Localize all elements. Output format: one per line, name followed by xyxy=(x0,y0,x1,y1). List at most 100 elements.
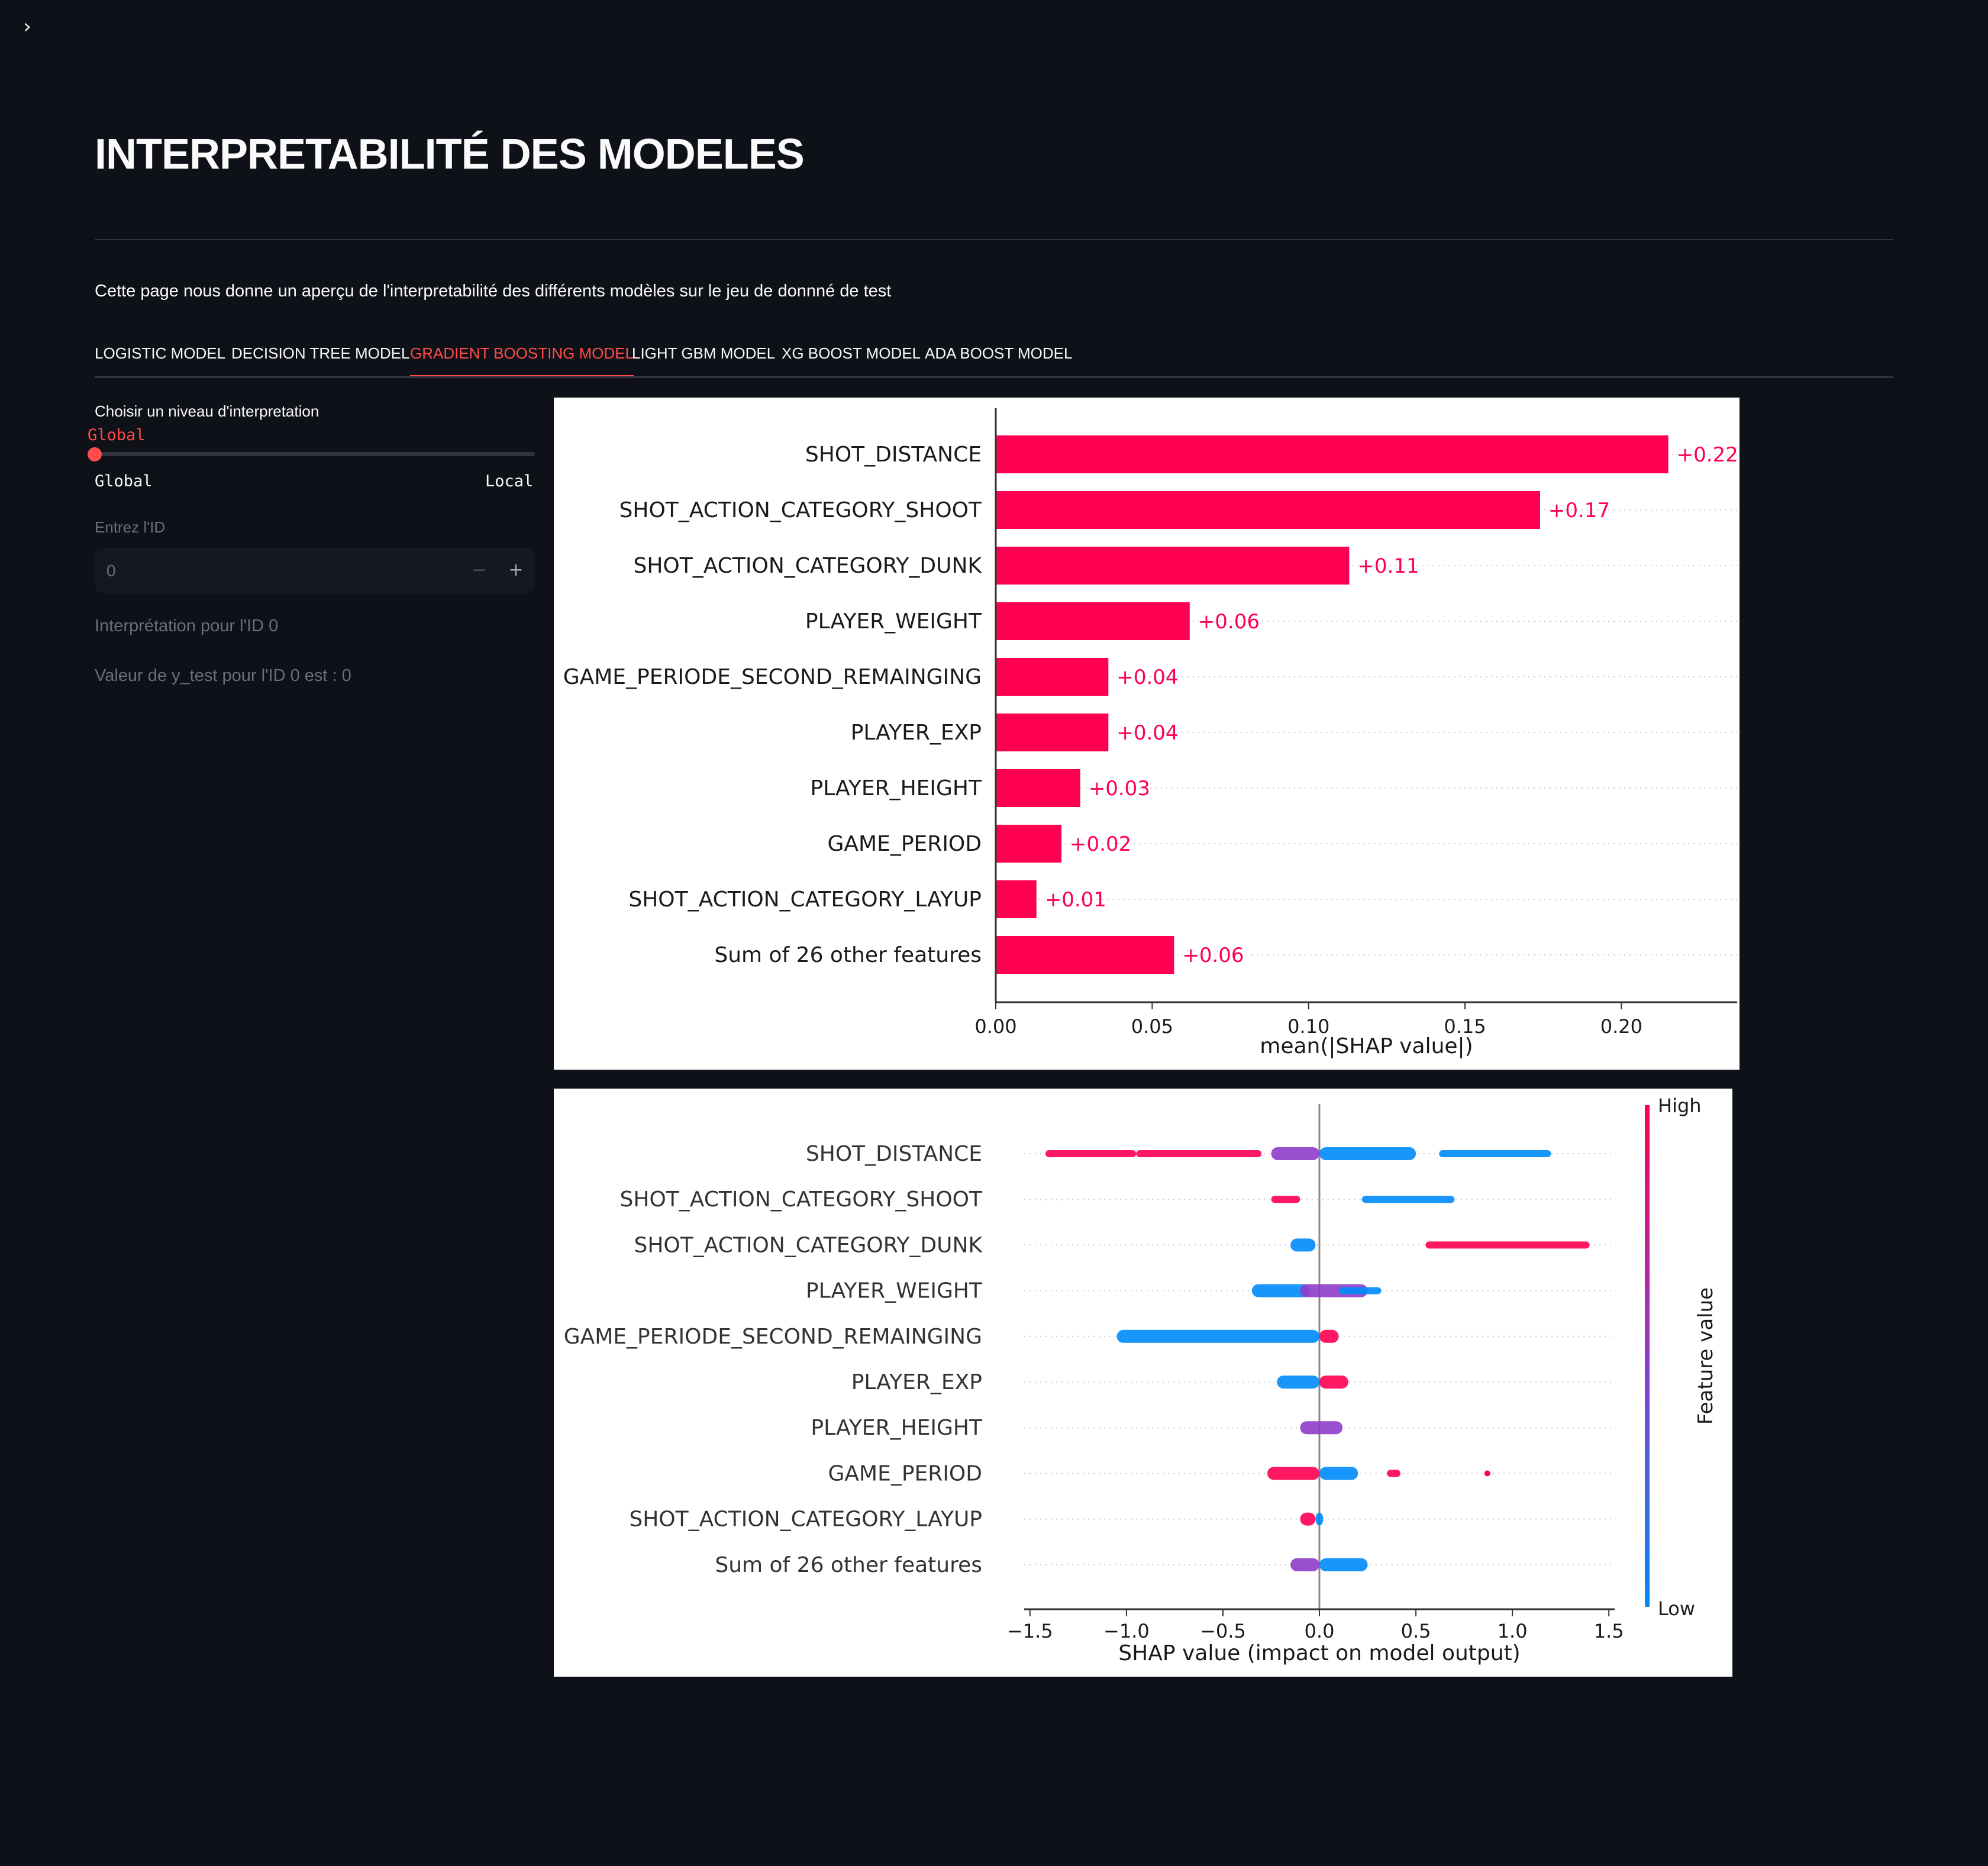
bar-value-label: +0.04 xyxy=(1116,666,1178,689)
bar-value-label: +0.22 xyxy=(1677,443,1738,467)
beeswarm-category-label: GAME_PERIOD xyxy=(828,1461,982,1486)
colorbar xyxy=(1645,1105,1650,1607)
bar-value-label: +0.11 xyxy=(1357,554,1419,578)
slider-thumb[interactable] xyxy=(88,447,102,461)
shap-point-cluster xyxy=(1319,1558,1368,1571)
bar-shot-action-category-dunk xyxy=(996,547,1350,585)
x-tick-label: 0.20 xyxy=(1600,1015,1642,1038)
shap-point-cluster xyxy=(1277,1376,1319,1389)
bar-value-label: +0.01 xyxy=(1045,888,1106,912)
x-tick-label: 0.00 xyxy=(974,1015,1016,1038)
id-number-input: − + xyxy=(95,548,535,593)
shap-point-cluster xyxy=(1116,1329,1319,1343)
beeswarm-category-label: SHOT_ACTION_CATEGORY_LAYUP xyxy=(629,1507,982,1532)
sidebar-toggle-icon[interactable]: › xyxy=(23,15,31,38)
bar-category-label: PLAYER_HEIGHT xyxy=(810,776,982,800)
bar-sum-of-26-other-features xyxy=(996,936,1174,974)
bar-player-weight xyxy=(996,602,1190,640)
shap-point-cluster xyxy=(1290,1558,1319,1571)
interpretation-id-text: Interprétation pour l'ID 0 xyxy=(95,616,279,635)
x-tick-label: −1.5 xyxy=(1007,1620,1053,1642)
bar-value-label: +0.06 xyxy=(1182,944,1244,967)
bar-game-period xyxy=(996,825,1062,863)
x-tick-label: −1.0 xyxy=(1103,1620,1150,1642)
colorbar-low-label: Low xyxy=(1658,1597,1695,1620)
bar-shot-action-category-layup xyxy=(996,880,1037,918)
x-tick-label: 0.0 xyxy=(1305,1620,1335,1642)
decrement-button[interactable]: − xyxy=(472,560,487,580)
bar-category-label: PLAYER_EXP xyxy=(851,721,982,745)
slider-current-value: Global xyxy=(88,426,146,444)
beeswarm-category-label: PLAYER_HEIGHT xyxy=(811,1416,983,1440)
bar-player-exp xyxy=(996,714,1109,751)
tab-decision-tree-model[interactable]: DECISION TREE MODEL xyxy=(231,344,410,362)
bar-shot-distance xyxy=(996,435,1668,473)
x-tick-label: 0.10 xyxy=(1287,1015,1329,1038)
shap-point-cluster xyxy=(1361,1196,1455,1203)
x-tick-label: 0.5 xyxy=(1401,1620,1431,1642)
bar-player-height xyxy=(996,769,1080,807)
title-divider xyxy=(95,239,1893,240)
tab-gradient-boosting-model[interactable]: GRADIENT BOOSTING MODEL xyxy=(410,338,634,377)
shap-beeswarm-chart: SHOT_DISTANCE SHOT_ACTION_CATEGORY_SHOOT S… xyxy=(554,1089,1732,1677)
x-axis-label: mean(|SHAP value|) xyxy=(1260,1034,1473,1058)
shap-point-cluster xyxy=(1267,1467,1319,1480)
page-title: INTERPRETABILITÉ DES MODELES xyxy=(95,131,805,178)
model-tabs: LOGISTIC MODEL DECISION TREE MODEL GRADI… xyxy=(95,338,1893,377)
bar-game-periode-second-remainging xyxy=(996,658,1109,696)
beeswarm-category-label: Sum of 26 other features xyxy=(715,1553,982,1577)
shap-point-cluster xyxy=(1300,1512,1316,1526)
shap-beeswarm-svg: SHOT_DISTANCE SHOT_ACTION_CATEGORY_SHOOT S… xyxy=(564,1095,1718,1665)
tab-light-gbm-model[interactable]: LIGHT GBM MODEL xyxy=(632,344,776,362)
x-tick-label: −0.5 xyxy=(1200,1620,1246,1642)
shap-point-cluster xyxy=(1319,1147,1416,1160)
shap-point-cluster xyxy=(1315,1512,1324,1526)
bar-value-label: +0.17 xyxy=(1548,499,1610,522)
tab-xg-boost-model[interactable]: XG BOOST MODEL xyxy=(782,344,921,362)
id-input[interactable] xyxy=(105,558,404,583)
bar-category-label: GAME_PERIODE_SECOND_REMAINGING xyxy=(563,665,982,689)
bar-value-label: +0.02 xyxy=(1070,832,1131,856)
bar-value-label: +0.03 xyxy=(1089,777,1150,800)
id-input-label: Entrez l'ID xyxy=(95,518,166,536)
tab-logistic-model[interactable]: LOGISTIC MODEL xyxy=(95,344,226,362)
bar-shot-action-category-shoot xyxy=(996,491,1540,529)
bar-value-label: +0.06 xyxy=(1198,610,1260,634)
beeswarm-category-label: SHOT_ACTION_CATEGORY_DUNK xyxy=(634,1233,983,1257)
slider-min-label: Global xyxy=(95,472,153,490)
shap-point-cluster xyxy=(1045,1150,1137,1157)
bar-category-label: SHOT_DISTANCE xyxy=(805,443,982,467)
x-tick-label: 1.5 xyxy=(1594,1620,1624,1642)
tab-ada-boost-model[interactable]: ADA BOOST MODEL xyxy=(925,344,1073,362)
slider-label: Choisir un niveau d'interpretation xyxy=(95,402,320,420)
beeswarm-category-label: PLAYER_EXP xyxy=(851,1370,982,1394)
shap-point-cluster xyxy=(1319,1467,1358,1480)
interpretation-level-slider[interactable] xyxy=(95,452,535,456)
beeswarm-category-label: SHOT_ACTION_CATEGORY_SHOOT xyxy=(620,1187,983,1212)
bar-value-label: +0.04 xyxy=(1116,721,1178,745)
bar-category-label: SHOT_ACTION_CATEGORY_SHOOT xyxy=(619,498,982,522)
bar-category-label: SHOT_ACTION_CATEGORY_LAYUP xyxy=(628,887,982,912)
shap-point-cluster xyxy=(1338,1287,1382,1294)
tab-underline xyxy=(95,376,1893,378)
colorbar-high-label: High xyxy=(1658,1095,1702,1117)
beeswarm-category-label: PLAYER_WEIGHT xyxy=(806,1279,983,1303)
shap-point-cluster xyxy=(1136,1150,1262,1157)
shap-point-cluster xyxy=(1439,1150,1551,1157)
shap-point-cluster xyxy=(1300,1421,1343,1435)
bar-category-label: GAME_PERIOD xyxy=(828,832,982,856)
shap-point xyxy=(1484,1470,1490,1477)
x-tick-label: 0.15 xyxy=(1444,1015,1486,1038)
shap-point-cluster xyxy=(1319,1329,1339,1343)
intro-text: Cette page nous donne un aperçu de l'int… xyxy=(95,282,892,301)
shap-point-cluster xyxy=(1271,1196,1300,1203)
increment-button[interactable]: + xyxy=(508,560,524,580)
shap-point-cluster xyxy=(1290,1238,1316,1252)
bar-category-label: PLAYER_WEIGHT xyxy=(805,609,982,634)
x-axis-label: SHAP value (impact on model output) xyxy=(1118,1641,1520,1665)
bar-category-label: Sum of 26 other features xyxy=(714,943,982,967)
shap-bar-svg: SHOT_DISTANCE +0.22 SHOT_ACTION_CATEGORY_S… xyxy=(563,408,1738,1058)
beeswarm-category-label: GAME_PERIODE_SECOND_REMAINGING xyxy=(564,1325,982,1349)
beeswarm-category-label: SHOT_DISTANCE xyxy=(806,1142,982,1166)
slider-max-label: Local xyxy=(485,472,534,490)
